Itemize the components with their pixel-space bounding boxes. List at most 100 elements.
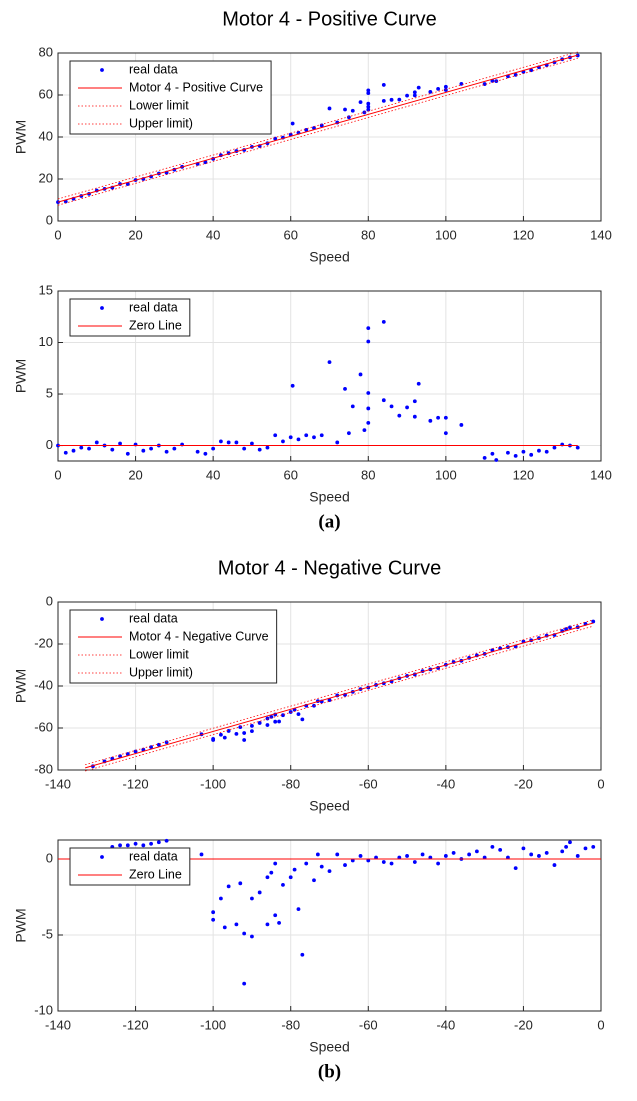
- data-point: [63, 450, 68, 455]
- data-point: [490, 451, 495, 456]
- data-point: [591, 844, 596, 849]
- y-tick-label: 60: [39, 86, 53, 101]
- data-point: [133, 841, 138, 846]
- data-point: [172, 446, 177, 451]
- legend: real data Zero Line: [69, 298, 191, 337]
- data-point: [412, 860, 417, 864]
- y-tick-label: -60: [34, 719, 53, 734]
- data-point: [300, 717, 305, 722]
- data-point: [319, 433, 324, 438]
- data-point: [133, 749, 138, 754]
- data-point: [211, 737, 216, 741]
- legend-marker: [100, 855, 104, 859]
- data-point: [521, 846, 526, 851]
- data-point: [467, 852, 472, 857]
- data-point: [381, 860, 386, 864]
- data-point: [296, 437, 301, 442]
- x-tick-label: 120: [513, 227, 535, 242]
- data-point: [397, 97, 402, 102]
- data-point: [362, 428, 367, 432]
- data-point: [537, 448, 541, 453]
- data-point: [265, 875, 270, 880]
- legend-label: Motor 4 - Positive Curve: [129, 80, 263, 94]
- data-point: [199, 852, 204, 857]
- x-tick-label: -100: [200, 1017, 226, 1032]
- data-point: [537, 854, 541, 858]
- legend-label: Upper limit): [129, 665, 193, 679]
- y-tick-label: -5: [41, 926, 53, 941]
- data-point: [436, 87, 440, 91]
- data-point: [195, 449, 200, 454]
- chart: 0 20 40 60 80 100 120 140 0 20 40 60 80 Motor 4 - Pos…: [13, 8, 612, 264]
- x-tick-label: 40: [206, 227, 220, 242]
- x-tick-label: -120: [123, 1017, 149, 1032]
- data-point: [343, 386, 347, 391]
- x-tick-label: 60: [283, 227, 297, 242]
- data-point: [211, 446, 216, 451]
- x-tick-label: -120: [123, 776, 149, 791]
- data-point: [315, 852, 320, 857]
- x-axis-label: Speed: [309, 798, 349, 814]
- data-point: [211, 910, 216, 915]
- data-point: [319, 864, 324, 869]
- data-point: [250, 896, 254, 901]
- data-point: [226, 440, 231, 445]
- data-point: [273, 719, 278, 724]
- axes-box: [57, 52, 602, 222]
- data-point: [436, 415, 440, 420]
- data-point: [513, 453, 518, 458]
- data-point: [416, 381, 421, 386]
- data-point: [381, 320, 386, 324]
- y-tick-label: 0: [46, 212, 53, 227]
- data-point: [350, 404, 355, 409]
- legend-label: Lower limit: [129, 647, 189, 661]
- x-tick-label: 20: [128, 227, 142, 242]
- data-point: [552, 863, 557, 867]
- data-point: [389, 97, 394, 102]
- data-point: [362, 110, 367, 115]
- y-tick-label: 40: [39, 128, 53, 143]
- data-point: [203, 451, 208, 456]
- chart-title: Motor 4 - Positive Curve: [222, 8, 437, 30]
- data-point: [343, 863, 347, 867]
- chart: 0 20 40 60 80 100 120 140 0 5 10 15 Speed PWM (a) real …: [13, 282, 612, 532]
- legend-marker: [100, 617, 104, 621]
- data-point: [560, 849, 565, 854]
- data-point: [238, 881, 243, 886]
- data-point: [327, 360, 332, 364]
- data-point: [156, 840, 161, 845]
- data-point: [257, 890, 262, 895]
- data-point: [366, 104, 371, 109]
- data-point: [250, 934, 254, 939]
- x-tick-label: 60: [283, 467, 297, 482]
- x-tick-label: 80: [361, 467, 375, 482]
- data-point: [335, 440, 340, 445]
- data-point: [242, 446, 247, 451]
- data-point: [397, 413, 402, 418]
- data-point: [71, 448, 76, 453]
- x-tick-label: -20: [514, 776, 533, 791]
- data-point: [327, 698, 332, 702]
- x-tick-label: 140: [590, 227, 612, 242]
- data-point: [506, 855, 510, 860]
- curve-line: [57, 51, 578, 200]
- data-point: [265, 922, 270, 927]
- data-point: [482, 456, 487, 460]
- data-point: [304, 127, 309, 132]
- data-point: [277, 920, 281, 925]
- data-point: [474, 849, 479, 854]
- data-point: [420, 852, 425, 857]
- data-point: [327, 869, 332, 874]
- caption: (a): [318, 511, 340, 532]
- x-tick-label: 40: [206, 467, 220, 482]
- y-tick-label: 0: [46, 437, 53, 452]
- legend-box: [69, 298, 191, 337]
- data-point: [443, 415, 448, 420]
- data-point: [366, 406, 371, 411]
- data-point: [412, 93, 417, 98]
- data-point: [346, 431, 351, 436]
- data-point: [568, 840, 572, 845]
- legend-marker: [100, 68, 104, 72]
- data-point: [498, 847, 503, 852]
- data-point: [141, 448, 146, 453]
